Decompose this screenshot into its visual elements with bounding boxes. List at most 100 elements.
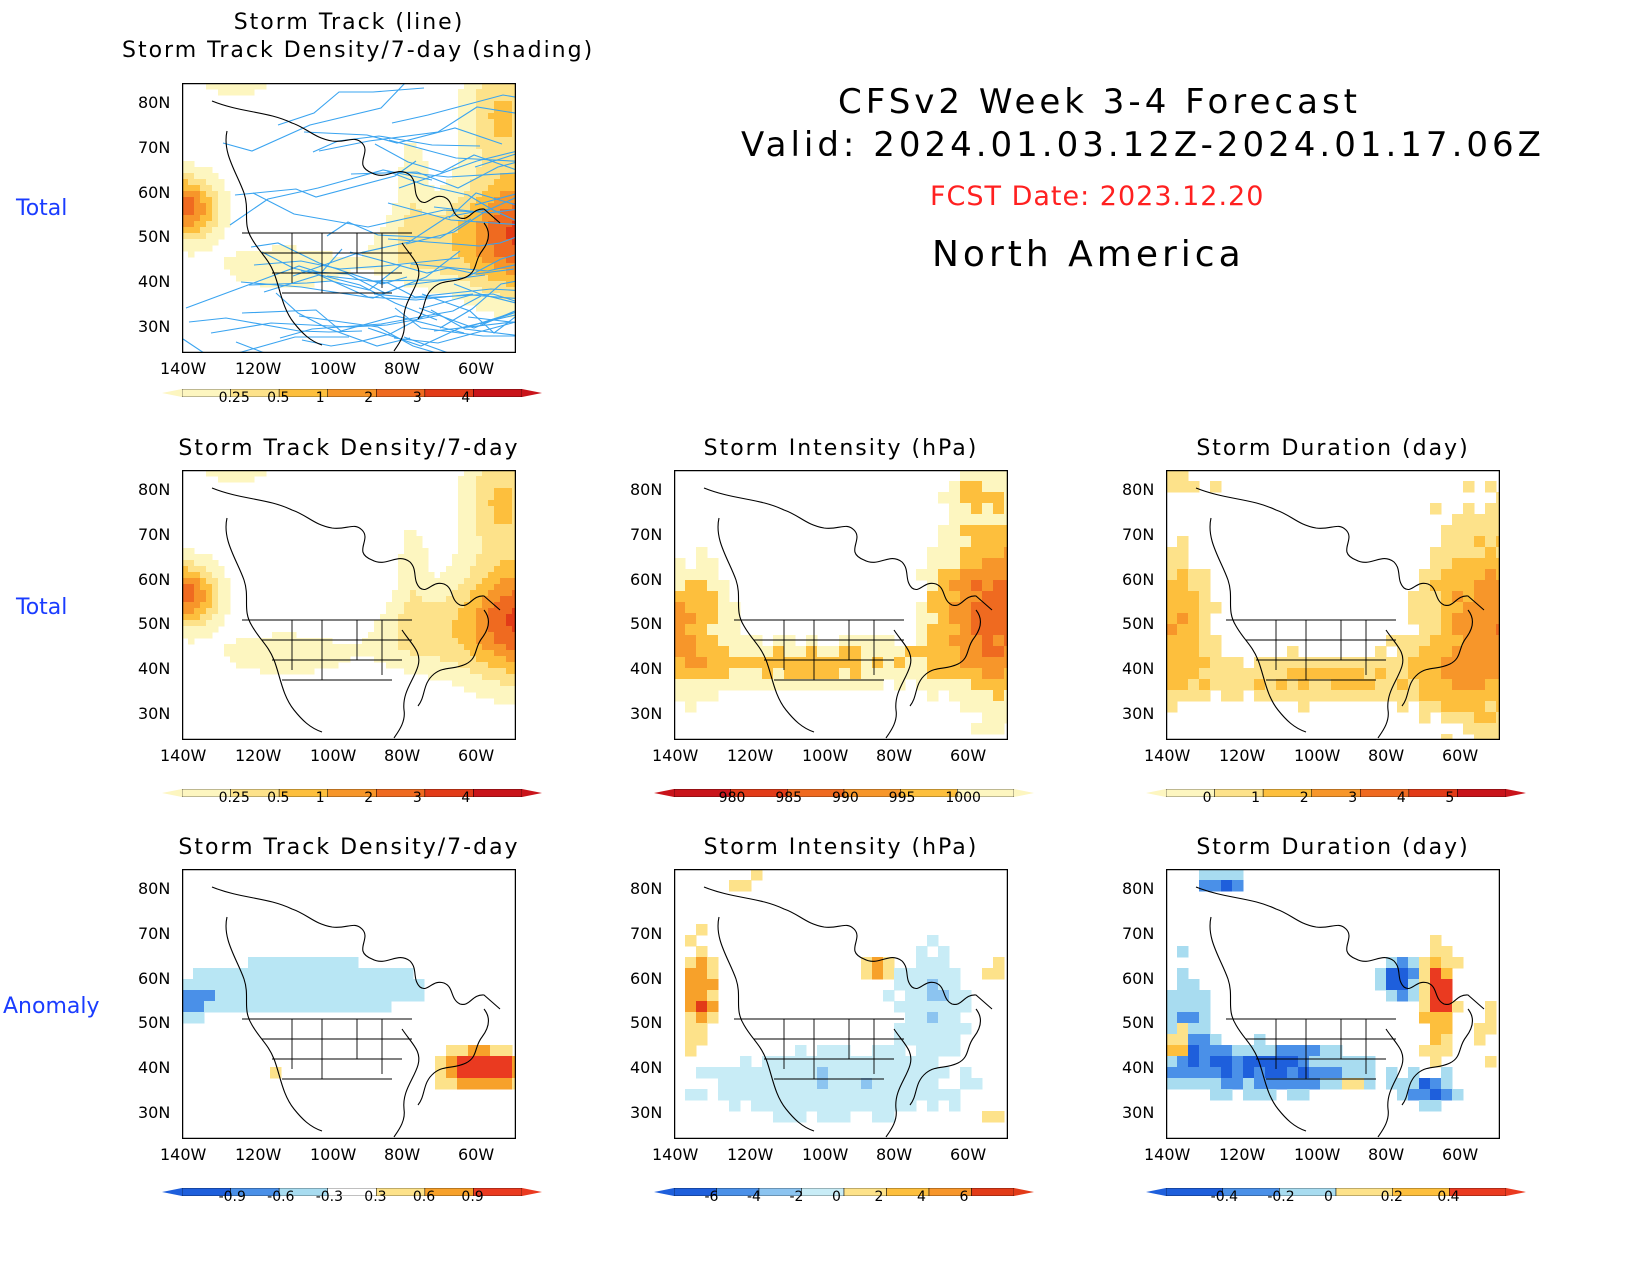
field-cell — [674, 580, 686, 592]
field-cell — [386, 614, 393, 621]
lon-label: 120W — [1219, 746, 1266, 765]
field-cell — [707, 558, 719, 570]
field-cell — [500, 113, 507, 120]
field-cell — [494, 698, 501, 705]
field-cell — [828, 1100, 840, 1112]
field-cell — [1452, 668, 1464, 680]
field-cell — [404, 542, 411, 549]
field-cell — [314, 251, 321, 258]
field-cell — [1199, 1034, 1211, 1046]
field-cell — [927, 1034, 939, 1046]
field-cell — [226, 990, 238, 1002]
field-cell — [476, 620, 483, 627]
field-cell — [1254, 1067, 1266, 1079]
field-cell — [740, 880, 752, 892]
field-cell — [500, 191, 507, 198]
field-cell — [410, 560, 417, 567]
colorbar-label: 4 — [461, 790, 471, 806]
field-cell — [1430, 968, 1442, 980]
field-cell — [410, 263, 417, 270]
field-cell — [883, 1067, 895, 1079]
field-cell — [1452, 646, 1464, 658]
field-cell — [894, 1056, 906, 1068]
field-cell — [476, 686, 483, 693]
field-cell — [476, 650, 483, 657]
field-cell — [1441, 668, 1453, 680]
field-cell — [458, 185, 465, 192]
field-cell — [308, 281, 315, 288]
field-cell — [248, 89, 255, 96]
field-cell — [416, 536, 423, 543]
field-cell — [284, 257, 291, 264]
field-cell — [494, 482, 501, 489]
field-cell — [762, 646, 774, 658]
field-cell — [1004, 646, 1008, 658]
field-cell — [729, 1089, 741, 1101]
field-cell — [194, 554, 201, 561]
field-cell — [200, 566, 207, 573]
field-cell — [434, 287, 441, 294]
field-cell — [416, 560, 423, 567]
field-cell — [993, 569, 1005, 581]
field-cell — [398, 227, 405, 234]
field-cell — [206, 209, 213, 216]
field-cell — [839, 657, 851, 669]
field-cell — [422, 548, 429, 555]
field-cell — [428, 608, 435, 615]
field-cell — [512, 530, 516, 537]
field-cell — [861, 957, 873, 969]
field-cell — [512, 524, 516, 531]
field-cell — [416, 209, 423, 216]
field-cell — [482, 572, 489, 579]
field-cell — [440, 191, 447, 198]
field-cell — [206, 572, 213, 579]
field-cell — [1221, 1045, 1233, 1057]
field-cell — [1463, 624, 1475, 636]
field-cell — [494, 692, 501, 699]
field-cell — [422, 596, 429, 603]
field-cell — [500, 644, 507, 651]
field-cell — [1232, 1067, 1244, 1079]
field-cell — [224, 590, 231, 597]
field-cell — [506, 251, 513, 258]
field-cell — [506, 245, 513, 252]
field-cell — [416, 626, 423, 633]
field-cell — [1254, 679, 1266, 691]
field-cell — [386, 632, 393, 639]
field-cell — [458, 119, 465, 126]
field-cell — [452, 227, 459, 234]
storm-track-line — [391, 94, 516, 124]
field-cell — [494, 494, 501, 501]
field-cell — [236, 476, 243, 483]
coastline — [417, 609, 490, 707]
field-cell — [416, 257, 423, 264]
field-cell — [270, 957, 282, 969]
p7-map — [1166, 869, 1500, 1139]
field-cell — [1375, 679, 1387, 691]
field-cell — [927, 1056, 939, 1068]
field-cell — [506, 692, 513, 699]
field-cell — [993, 558, 1005, 570]
field-cell — [1199, 602, 1211, 614]
storm-track-line — [433, 321, 516, 332]
field-cell — [248, 979, 260, 991]
colorbar-label: 995 — [888, 790, 916, 806]
field-cell — [1474, 723, 1486, 735]
storm-track-line — [326, 275, 516, 298]
field-cell — [861, 1089, 873, 1101]
field-cell — [347, 968, 359, 980]
field-cell — [506, 698, 513, 705]
field-cell — [464, 596, 471, 603]
colorbar-arrow-right — [522, 789, 542, 797]
field-cell — [206, 566, 213, 573]
field-cell — [398, 632, 405, 639]
field-cell — [1287, 657, 1299, 669]
field-cell — [200, 626, 207, 633]
field-cell — [470, 149, 477, 156]
field-cell — [398, 221, 405, 228]
colorbar-label: 0.3 — [364, 1189, 387, 1205]
field-cell — [422, 227, 429, 234]
field-cell — [685, 1023, 697, 1035]
field-cell — [883, 1056, 895, 1068]
field-cell — [266, 644, 273, 651]
